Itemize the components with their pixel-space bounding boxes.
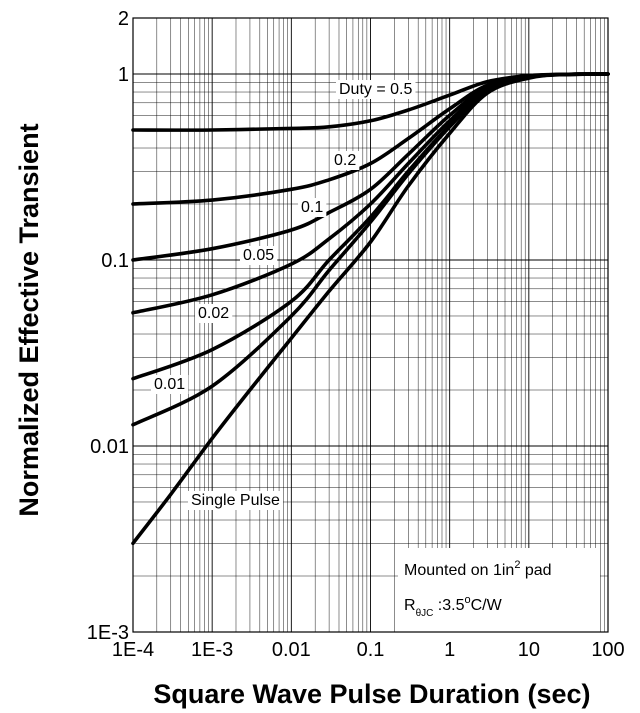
label-mask: [195, 304, 233, 323]
y-tick-label: 0.1: [101, 250, 129, 272]
label-mask: [151, 375, 189, 394]
x-tick-label: 1E-4: [112, 639, 154, 661]
mounted-annotation: Mounted on 1in2 pad: [404, 559, 552, 579]
y-tick-label: 1E-3: [87, 622, 129, 644]
label-mask: [298, 198, 327, 217]
curve-series-6: [131, 72, 610, 546]
label-mask: [336, 80, 416, 99]
curve-label-duty-0-5: Duty = 0.5: [339, 81, 412, 98]
curve-label-0-02: 0.02: [198, 305, 229, 322]
curve-label-0-05: 0.05: [243, 247, 274, 264]
x-axis-title: Square Wave Pulse Duration (sec): [153, 679, 590, 709]
label-masks: [151, 80, 416, 510]
y-tick-label: 1: [118, 64, 129, 86]
x-tick-label: 0.1: [357, 639, 385, 661]
y-tick-label: 0.01: [90, 436, 129, 458]
curve-label-0-1: 0.1: [301, 199, 323, 216]
curve-label-0-2: 0.2: [334, 152, 356, 169]
plot-frame: [132, 17, 609, 633]
label-mask: [188, 491, 284, 510]
curve-label-single-pulse: Single Pulse: [191, 492, 280, 509]
x-tick-label: 0.01: [272, 639, 311, 661]
rth-annotation: RθJC :3.5oC/W: [404, 594, 503, 619]
curves: [131, 72, 610, 546]
curve-label-0-01: 0.01: [154, 376, 185, 393]
label-mask: [240, 246, 278, 265]
y-axis-title: Normalized Effective Transient: [14, 123, 44, 516]
label-mask: [331, 151, 360, 170]
y-tick-label: 2: [118, 8, 129, 30]
x-tick-label: 10: [518, 639, 540, 661]
x-tick-label: 1E-3: [191, 639, 233, 661]
x-tick-label: 1: [444, 639, 455, 661]
x-tick-label: 100: [591, 639, 624, 661]
annotation-box-background: [398, 548, 600, 636]
